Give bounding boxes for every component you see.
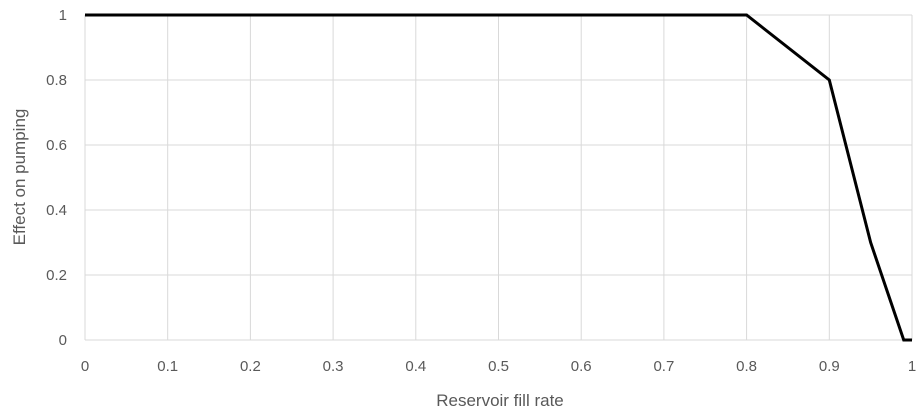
x-tick-label: 1 — [908, 358, 916, 375]
x-tick-label: 0 — [81, 358, 89, 375]
x-axis-ticks: 0 0.1 0.2 0.3 0.4 0.5 0.6 0.7 0.8 0.9 1 — [81, 358, 916, 375]
y-axis-ticks: 0 0.2 0.4 0.6 0.8 1 — [46, 7, 67, 349]
x-tick-label: 0.5 — [488, 358, 509, 375]
x-tick-label: 0.7 — [653, 358, 674, 375]
y-tick-label: 0 — [59, 332, 67, 349]
x-tick-label: 0.8 — [736, 358, 757, 375]
y-tick-label: 0.8 — [46, 72, 67, 89]
x-tick-label: 0.4 — [405, 358, 426, 375]
y-tick-label: 1 — [59, 7, 67, 24]
x-tick-label: 0.1 — [157, 358, 178, 375]
y-tick-label: 0.6 — [46, 137, 67, 154]
x-axis-title: Reservoir fill rate — [436, 391, 564, 410]
series-layer — [85, 13, 912, 342]
x-tick-label: 0.9 — [819, 358, 840, 375]
y-axis-title: Effect on pumping — [10, 109, 29, 246]
y-tick-label: 0.4 — [46, 202, 67, 219]
x-tick-label: 0.2 — [240, 358, 261, 375]
x-tick-label: 0.6 — [571, 358, 592, 375]
x-tick-label: 0.3 — [323, 358, 344, 375]
series-line — [85, 13, 912, 342]
grid — [84, 14, 913, 341]
y-tick-label: 0.2 — [46, 267, 67, 284]
